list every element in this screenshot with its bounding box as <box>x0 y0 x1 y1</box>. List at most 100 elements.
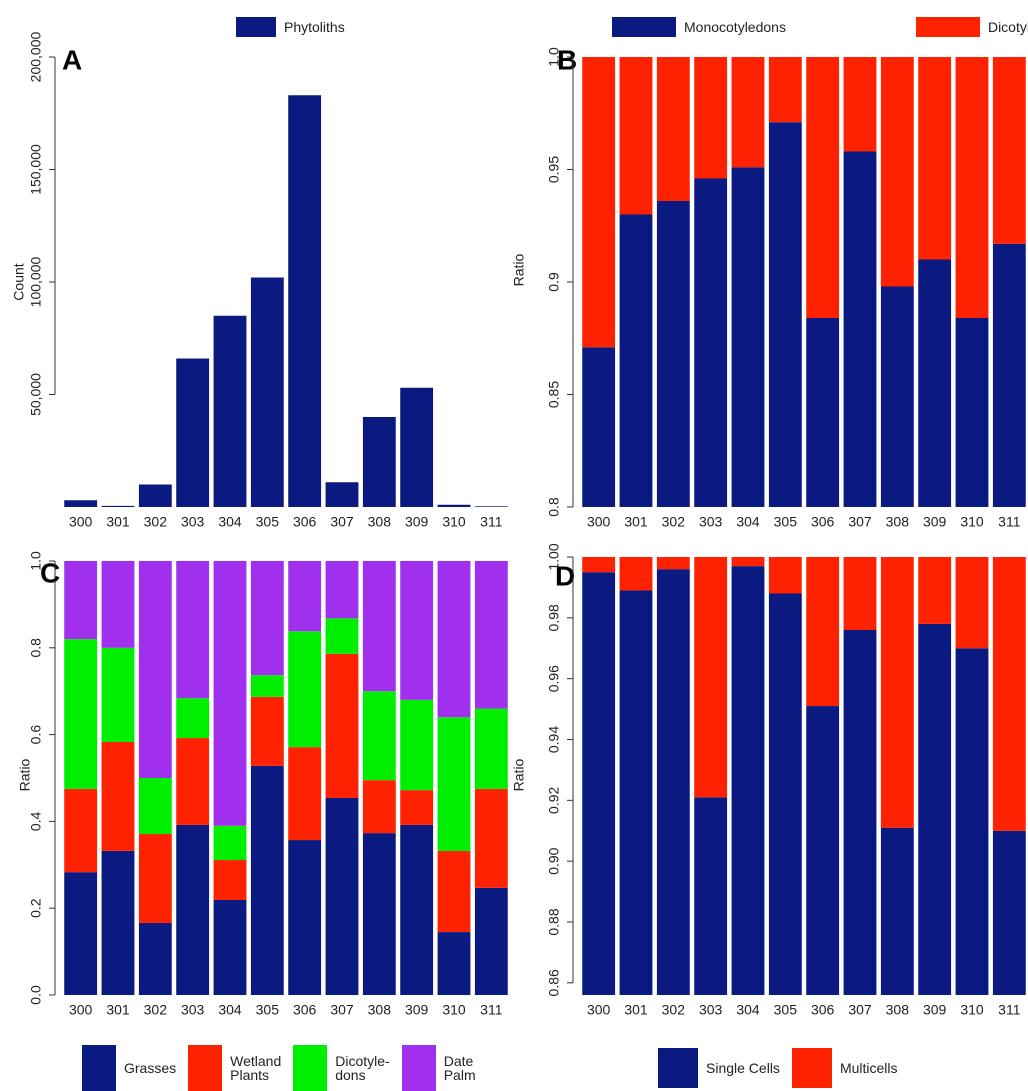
bar <box>176 561 210 699</box>
bar <box>694 178 728 507</box>
bar <box>213 315 247 507</box>
bar <box>325 797 359 995</box>
legend-swatch <box>188 1045 223 1091</box>
bar <box>843 57 877 152</box>
bar <box>362 417 396 507</box>
bar <box>955 557 989 649</box>
bar <box>474 788 508 888</box>
bar <box>843 557 877 630</box>
bar <box>64 788 98 873</box>
x-tick-label: 308 <box>886 514 910 530</box>
bar <box>400 790 434 825</box>
bar <box>731 566 765 995</box>
bar <box>955 648 989 995</box>
y-tick-label: 0.92 <box>546 786 562 813</box>
y-tick-label: 50,000 <box>28 373 44 416</box>
legend: Monocotyledons Dicotyledons <box>612 17 1028 37</box>
bar <box>992 830 1026 995</box>
bar <box>362 561 396 692</box>
legend-label: Monocotyledons <box>684 19 786 35</box>
y-axis-label: Count <box>11 263 27 300</box>
bar <box>325 653 359 798</box>
x-tick-label: 307 <box>848 1002 872 1018</box>
x-tick-label: 304 <box>218 1002 242 1018</box>
bar <box>176 824 210 995</box>
panel-letter: B <box>557 44 577 75</box>
legend-swatch <box>401 1045 436 1091</box>
bar <box>619 557 653 591</box>
x-tick-label: 302 <box>662 514 686 530</box>
legend-swatch <box>82 1045 116 1091</box>
bar <box>955 57 989 318</box>
bar <box>918 623 952 995</box>
bar <box>64 639 98 789</box>
bar <box>694 797 728 995</box>
legend-label: Multicells <box>839 1060 898 1076</box>
y-tick-label: 0.96 <box>546 665 562 692</box>
bar <box>694 557 728 798</box>
bar <box>101 741 135 851</box>
bar <box>101 505 135 507</box>
bar <box>325 561 359 619</box>
x-tick-label: 301 <box>106 514 130 530</box>
x-tick-label: 301 <box>624 1002 648 1018</box>
bar <box>176 738 210 825</box>
y-tick-label: 0.98 <box>546 604 562 631</box>
bar <box>250 561 284 676</box>
bar <box>138 484 172 507</box>
x-tick-label: 307 <box>330 1002 354 1018</box>
bar <box>176 698 210 739</box>
bar <box>64 872 98 995</box>
legend-swatch <box>236 17 276 37</box>
bar <box>768 593 802 995</box>
bar <box>437 932 471 995</box>
bar <box>400 699 434 791</box>
x-tick-label: 303 <box>699 1002 723 1018</box>
bar <box>213 860 247 900</box>
x-tick-label: 304 <box>218 514 242 530</box>
y-tick-label: 0.2 <box>28 898 44 918</box>
bar <box>288 840 322 995</box>
bar <box>768 557 802 594</box>
bar <box>619 590 653 995</box>
bar <box>138 922 172 995</box>
x-tick-label: 311 <box>998 514 1021 530</box>
x-tick-label: 307 <box>330 514 354 530</box>
bar <box>325 482 359 507</box>
y-tick-label: 0.90 <box>546 847 562 874</box>
bar <box>918 557 952 624</box>
y-tick-label: 0.95 <box>546 156 562 183</box>
x-tick-label: 311 <box>998 1002 1021 1018</box>
bar <box>362 691 396 781</box>
x-tick-label: 300 <box>587 514 611 530</box>
y-tick-label: 150,000 <box>28 144 44 195</box>
y-axis-label: Ratio <box>17 758 33 791</box>
bar <box>400 561 434 700</box>
panel-letter: D <box>555 560 575 591</box>
legend-label: Grasses <box>124 1060 177 1076</box>
bar <box>250 675 284 697</box>
bar <box>731 167 765 507</box>
bar <box>880 557 914 828</box>
legend-label: Phytoliths <box>284 19 345 35</box>
bar <box>437 561 471 718</box>
bar <box>806 318 840 507</box>
legend: Single Cells Multicells <box>658 1048 910 1088</box>
x-tick-label: 301 <box>624 514 648 530</box>
legend-item: Multicells <box>791 1048 898 1088</box>
x-tick-label: 304 <box>736 1002 760 1018</box>
x-tick-label: 310 <box>960 514 984 530</box>
bar <box>694 57 728 179</box>
legend-swatch <box>915 17 980 37</box>
bar <box>288 631 322 748</box>
bar <box>768 122 802 507</box>
legend-label: Date Palm <box>443 1053 476 1083</box>
y-tick-label: 0.94 <box>546 726 562 753</box>
x-tick-label: 302 <box>144 514 168 530</box>
bar <box>101 850 135 995</box>
bar <box>992 57 1026 244</box>
x-tick-label: 305 <box>774 514 798 530</box>
x-tick-label: 304 <box>736 514 760 530</box>
bar <box>731 57 765 168</box>
